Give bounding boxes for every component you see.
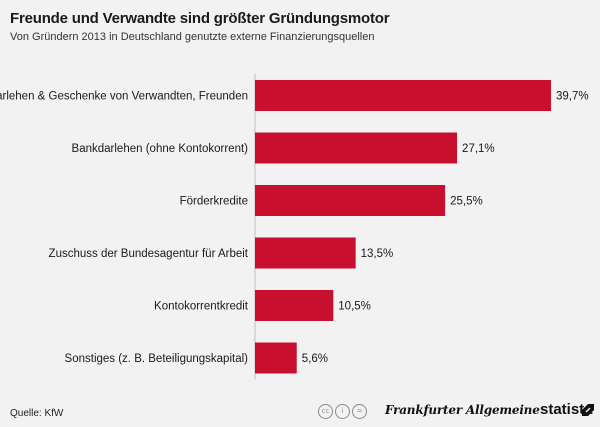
category-label: Bankdarlehen (ohne Kontokorrent) — [72, 143, 249, 155]
value-label: 25,5% — [450, 196, 483, 208]
category-label: Zuschuss der Bundesagentur für Arbeit — [49, 248, 249, 260]
source-note: Quelle: KfW — [10, 408, 64, 419]
chart-title: Freunde und Verwandte sind größter Gründ… — [10, 10, 390, 27]
no-derivatives-icon: = — [352, 404, 367, 419]
value-label: 39,7% — [556, 91, 589, 103]
value-label: 10,5% — [338, 301, 371, 313]
bar — [255, 290, 334, 321]
faz-logo: Frankfurter Allgemeine — [385, 403, 540, 417]
category-label: Darlehen & Geschenke von Verwandten, Fre… — [0, 91, 248, 103]
license-icons: cc i = — [318, 404, 367, 419]
value-label: 5,6% — [302, 353, 328, 365]
bar — [255, 80, 551, 111]
bar — [255, 342, 297, 374]
statista-logo: statista — [540, 401, 593, 418]
bar — [255, 132, 458, 164]
chart-subtitle: Von Gründern 2013 in Deutschland genutzt… — [10, 31, 375, 43]
bar — [255, 237, 356, 269]
category-label: Förderkredite — [180, 196, 248, 208]
value-label: 13,5% — [361, 248, 394, 260]
category-label: Kontokorrentkredit — [154, 301, 249, 313]
value-label: 27,1% — [462, 143, 495, 155]
attribution-icon: i — [335, 404, 350, 419]
category-label: Sonstiges (z. B. Beteiligungskapital) — [65, 353, 249, 365]
statista-mark-icon — [582, 404, 594, 416]
cc-icon: cc — [318, 404, 333, 419]
bar — [255, 185, 446, 216]
